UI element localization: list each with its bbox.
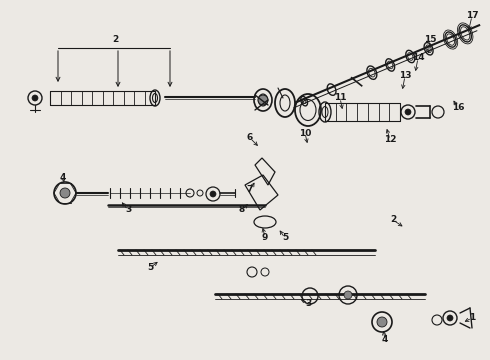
Text: 9: 9 xyxy=(262,233,268,242)
Text: 2: 2 xyxy=(390,216,396,225)
Text: 15: 15 xyxy=(424,36,436,45)
Text: 14: 14 xyxy=(412,54,424,63)
Text: 2: 2 xyxy=(112,36,118,45)
Text: 6: 6 xyxy=(247,134,253,143)
Text: 13: 13 xyxy=(399,72,411,81)
Text: 12: 12 xyxy=(384,135,396,144)
Text: 3: 3 xyxy=(305,298,311,307)
Circle shape xyxy=(377,317,387,327)
Text: 7: 7 xyxy=(247,185,253,194)
Text: 4: 4 xyxy=(60,174,66,183)
Text: 1: 1 xyxy=(469,314,475,323)
Circle shape xyxy=(344,291,352,299)
Text: 11: 11 xyxy=(334,94,346,103)
Circle shape xyxy=(60,188,70,198)
Circle shape xyxy=(258,95,268,105)
Text: 3: 3 xyxy=(125,206,131,215)
Text: 8: 8 xyxy=(239,206,245,215)
Circle shape xyxy=(447,315,453,321)
Text: 4: 4 xyxy=(382,336,388,345)
Circle shape xyxy=(210,191,216,197)
Circle shape xyxy=(405,109,411,115)
Text: 16: 16 xyxy=(452,104,464,112)
Text: 10: 10 xyxy=(299,129,311,138)
Text: 17: 17 xyxy=(466,12,478,21)
Text: 5: 5 xyxy=(147,264,153,273)
Text: 5: 5 xyxy=(282,234,288,243)
Circle shape xyxy=(32,95,38,101)
